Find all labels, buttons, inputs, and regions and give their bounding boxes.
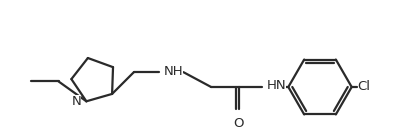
- Text: HN: HN: [267, 80, 286, 93]
- Text: N: N: [71, 95, 82, 108]
- Text: Cl: Cl: [358, 80, 371, 94]
- Text: O: O: [234, 117, 244, 130]
- Text: NH: NH: [163, 65, 183, 78]
